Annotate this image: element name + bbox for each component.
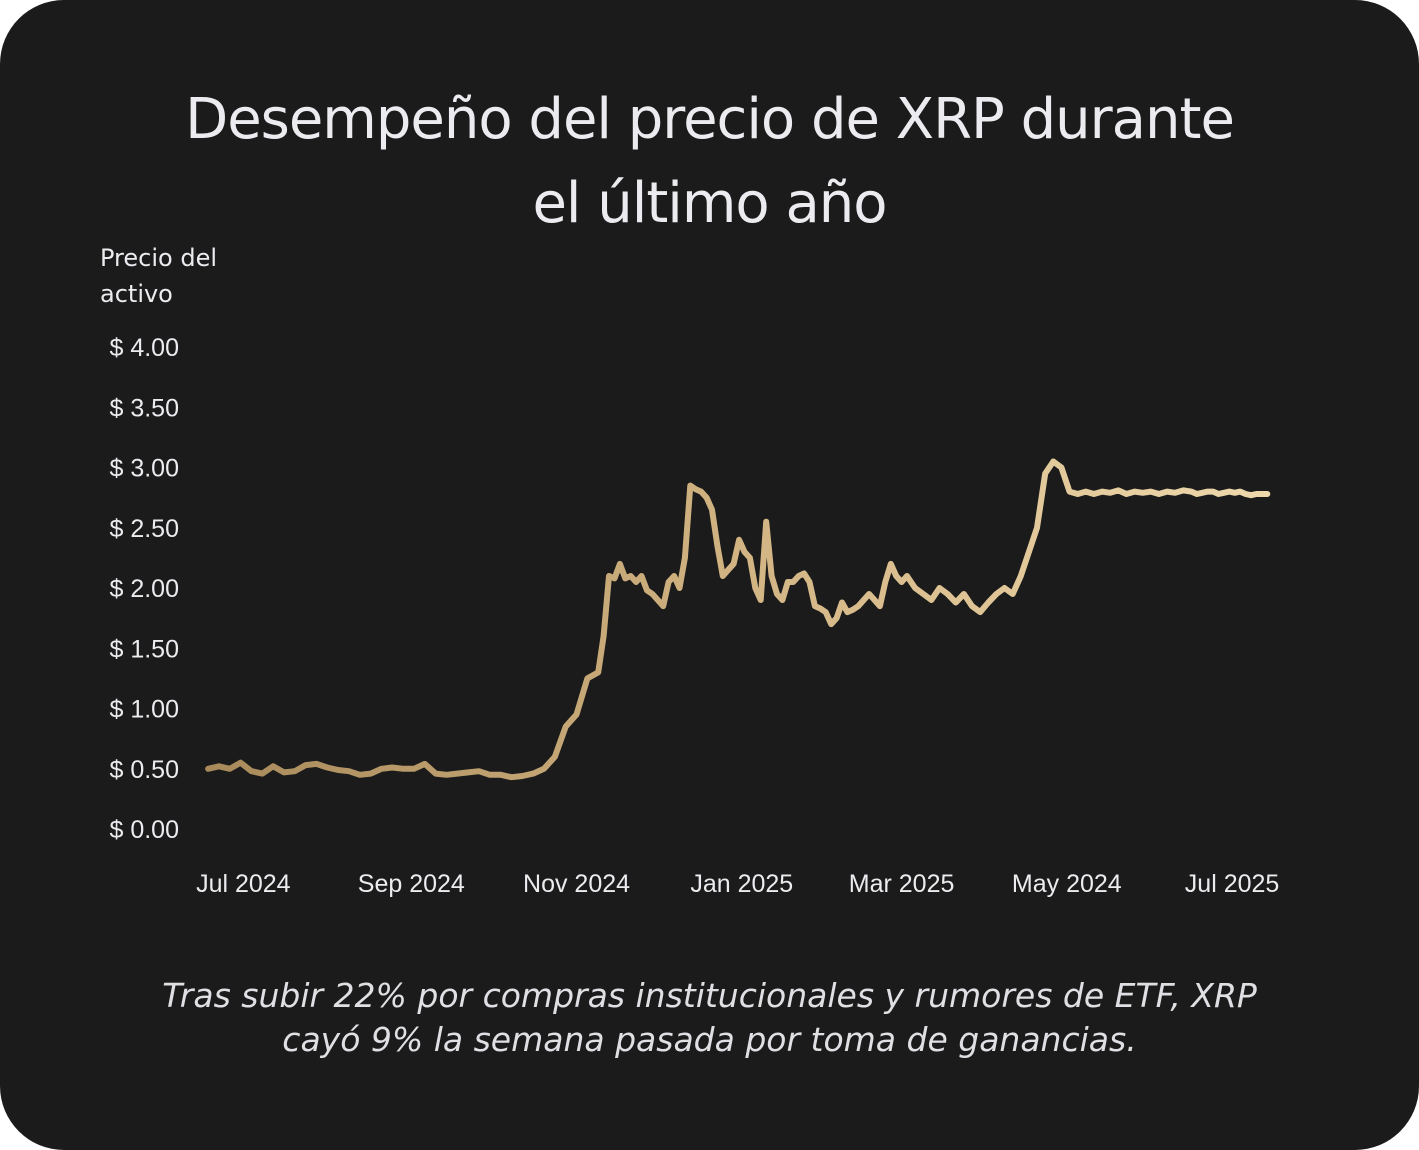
caption-line-2: cayó 9% la semana pasada por toma de gan… <box>282 1020 1137 1059</box>
x-tick-label: Jul 2025 <box>1185 870 1280 898</box>
y-tick-label: $ 3.50 <box>109 394 179 422</box>
series-line-xrp-price <box>205 458 1271 781</box>
chart-title: Desempeño del precio de XRP durante el ú… <box>0 78 1419 246</box>
x-tick-label: Nov 2024 <box>523 870 630 898</box>
y-tick-label: $ 1.00 <box>109 696 179 724</box>
x-tick-label: Sep 2024 <box>358 870 465 898</box>
chart-title-line-1: Desempeño del precio de XRP durante <box>185 87 1235 152</box>
x-tick-label: Mar 2025 <box>849 870 955 898</box>
x-tick-label: Jan 2025 <box>690 870 793 898</box>
x-axis-ticks: Jul 2024 Sep 2024 Nov 2024 Jan 2025 Mar 2025… <box>196 870 1279 898</box>
chart-caption: Tras subir 22% por compras institucional… <box>0 974 1419 1062</box>
y-tick-label: $ 0.50 <box>109 756 179 784</box>
chart-title-line-2: el último año <box>532 171 887 236</box>
y-tick-label: $ 2.50 <box>109 515 179 543</box>
y-axis-label-line-1: Precio del <box>100 244 217 272</box>
y-tick-label: $ 4.00 <box>109 334 179 362</box>
y-axis-label: Precio del activo <box>100 240 300 312</box>
y-axis-label-line-2: activo <box>100 280 173 308</box>
y-tick-label: $ 0.00 <box>109 816 179 844</box>
y-tick-label: $ 2.00 <box>109 575 179 603</box>
y-tick-label: $ 3.00 <box>109 455 179 483</box>
y-tick-label: $ 1.50 <box>109 635 179 663</box>
x-tick-label: Jul 2024 <box>196 870 291 898</box>
caption-line-1: Tras subir 22% por compras institucional… <box>162 976 1257 1015</box>
y-axis-ticks: $ 4.00 $ 3.50 $ 3.00 $ 2.50 $ 2.00 $ 1.50 $ 1.… <box>109 334 179 844</box>
x-tick-label: May 2024 <box>1012 870 1122 898</box>
